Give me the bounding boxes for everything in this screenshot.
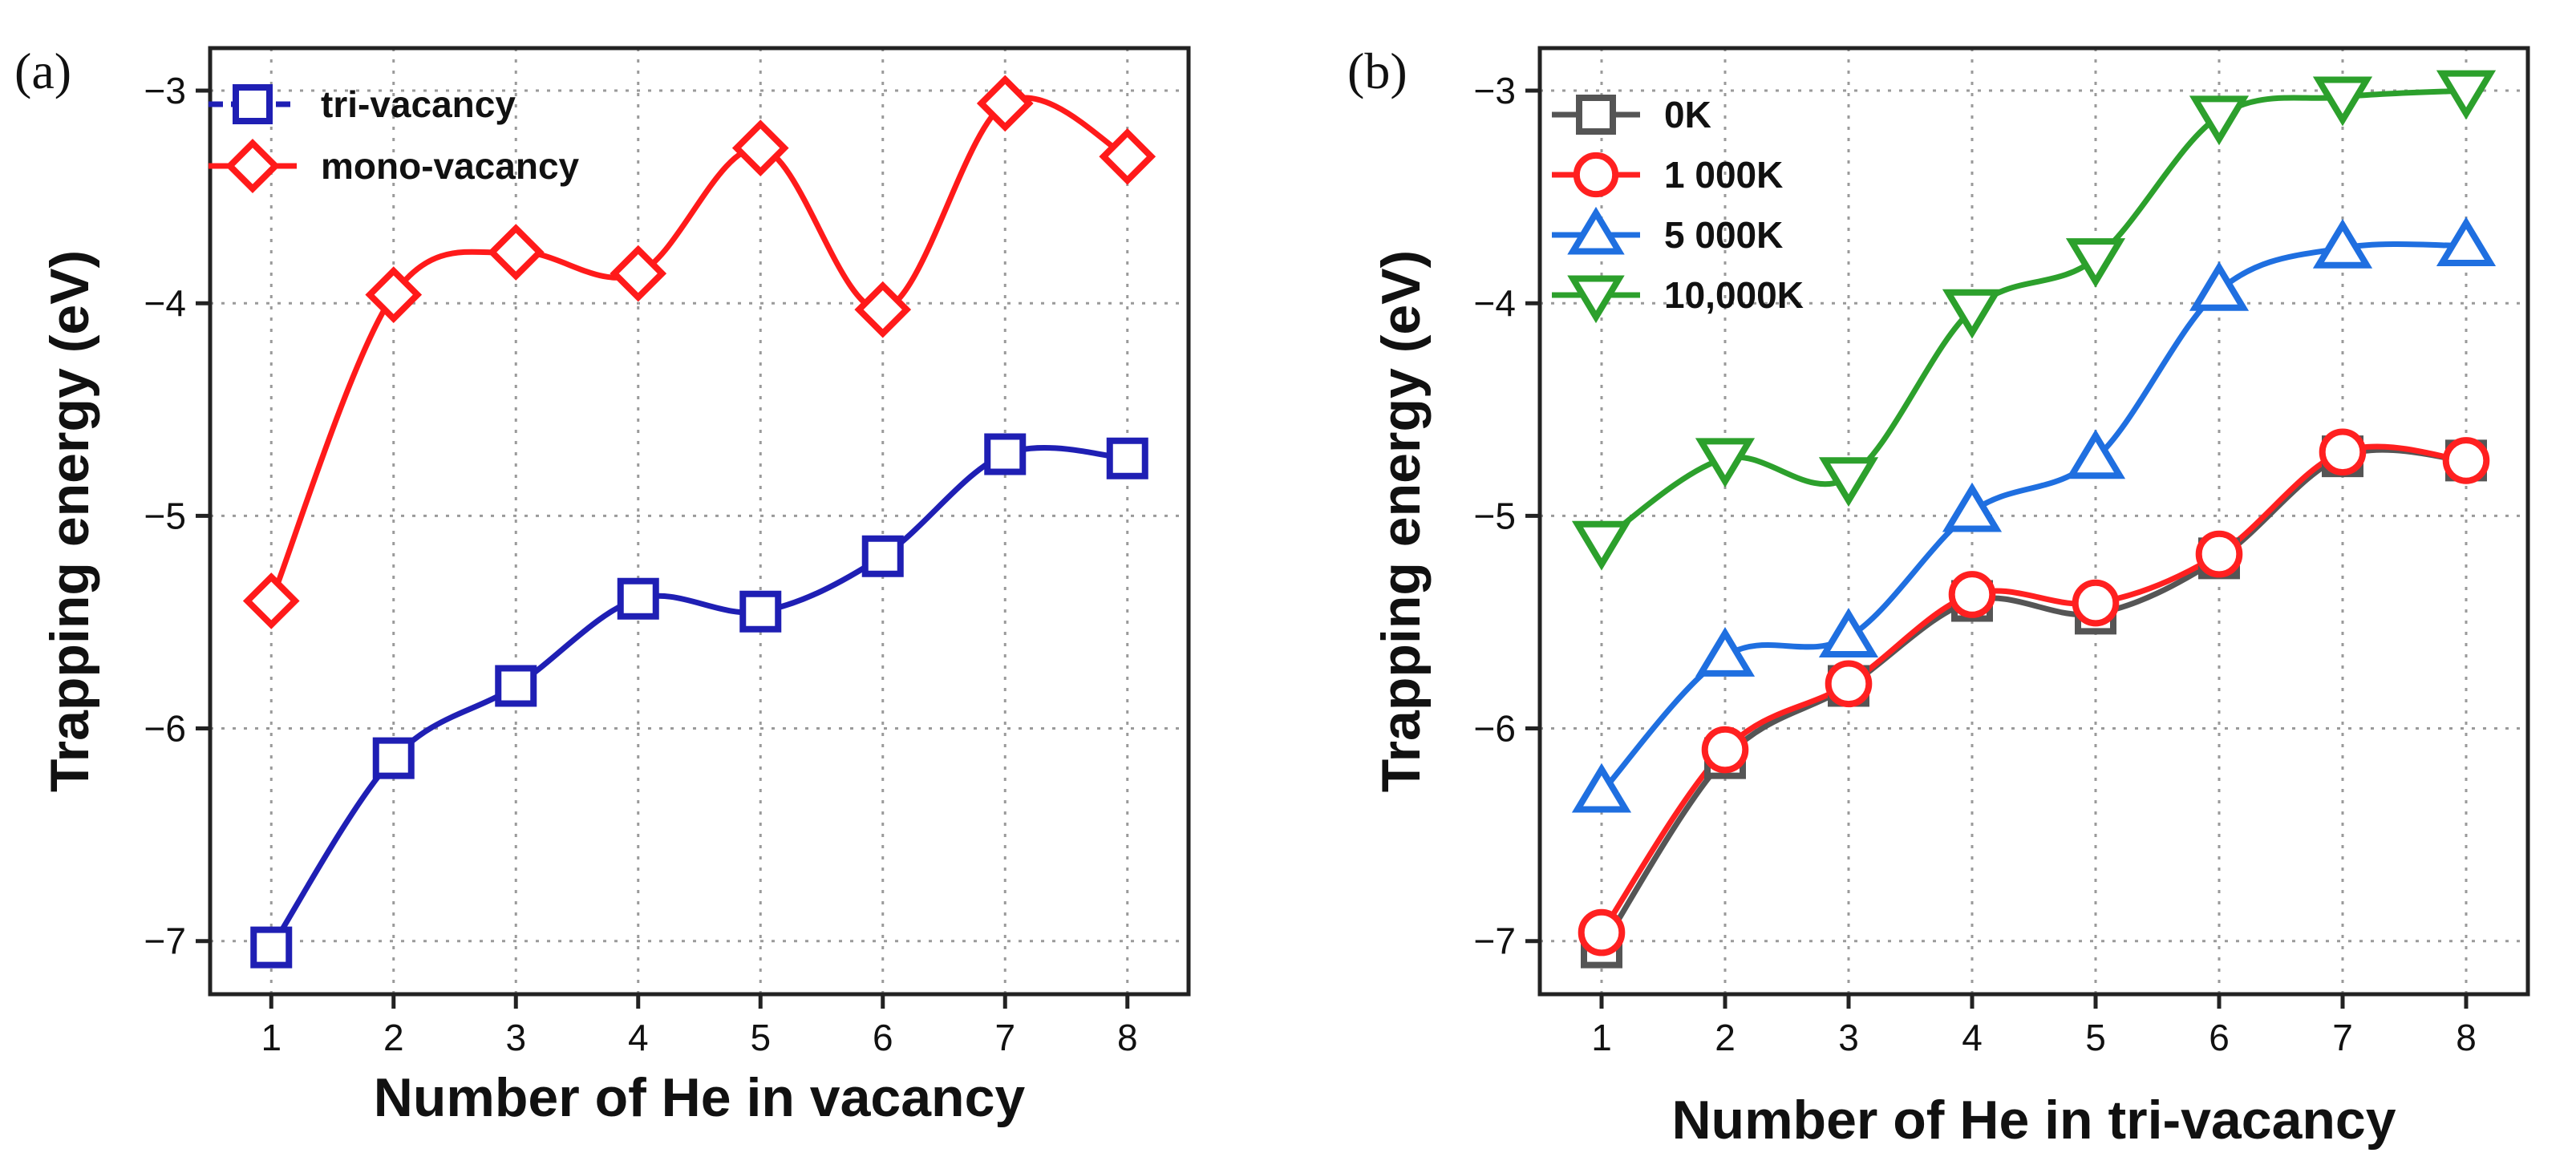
- x-tick-label: 3: [505, 1017, 526, 1058]
- data-point: [1701, 726, 1749, 774]
- data-point: [1578, 908, 1626, 957]
- data-point: [2195, 530, 2243, 578]
- data-point: [372, 737, 415, 779]
- x-tick-label: 6: [873, 1017, 893, 1058]
- data-point: [1695, 438, 1756, 488]
- legend-label: 10,000K: [1664, 274, 1804, 316]
- data-point: [861, 535, 904, 577]
- y-tick-label: −7: [144, 920, 186, 962]
- legend-label: mono-vacancy: [321, 145, 580, 187]
- x-tick-label: 7: [994, 1017, 1015, 1058]
- data-point: [2312, 218, 2373, 269]
- y-axis-title: Trapping energy (eV): [1371, 250, 1432, 792]
- plot-frame: [1537, 46, 2530, 997]
- data-point: [1106, 437, 1148, 479]
- data-point: [1571, 520, 1632, 571]
- series-line-0k: [1599, 447, 2467, 949]
- x-axis-title: Number of He in vacancy: [374, 1067, 1026, 1128]
- data-point: [2442, 437, 2490, 484]
- data-point: [1942, 482, 2003, 532]
- y-tick-label: −4: [1474, 282, 1516, 324]
- legend-marker: [225, 138, 281, 194]
- chart-panel-b: 1 2 3 4 5 6 7 8 −7 −6 −5 −4 −3 Number of He in tri-va…: [1347, 42, 2530, 1151]
- y-tick-label: −4: [144, 282, 186, 324]
- legend-label: 0K: [1664, 94, 1711, 136]
- data-point: [242, 572, 300, 629]
- x-axis-title: Number of He in tri-vacancy: [1671, 1090, 2396, 1151]
- y-tick-label: −6: [144, 708, 186, 750]
- data-point: [2189, 261, 2250, 311]
- legend-marker: [1573, 152, 1619, 198]
- y-tick-label: −5: [1474, 495, 1516, 536]
- data-point: [976, 75, 1034, 132]
- y-tick-label: −6: [1474, 708, 1516, 750]
- data-point: [610, 245, 667, 302]
- data-point: [739, 590, 782, 633]
- legend-marker: [233, 84, 273, 124]
- data-point: [1942, 289, 2003, 339]
- x-tick-label: 4: [628, 1017, 649, 1058]
- data-point: [1818, 457, 1879, 508]
- data-point: [2065, 429, 2126, 479]
- data-point: [1099, 127, 1156, 185]
- x-tick-label: 2: [383, 1017, 404, 1058]
- data-point: [487, 224, 545, 281]
- chart-panel-a: 1 2 3 4 5 6 7 8 −7 −6 −5 −4 −3 Number of He in vacanc…: [14, 42, 1191, 1128]
- data-point: [495, 665, 537, 707]
- data-point: [1571, 762, 1632, 813]
- x-tick-label: 8: [2456, 1017, 2477, 1058]
- series-line-5-000k: [1599, 241, 2467, 795]
- data-point: [2065, 238, 2126, 288]
- y-tick-label: −5: [144, 495, 186, 536]
- panel-label: (b): [1347, 42, 1407, 99]
- legend-marker: [1567, 275, 1625, 324]
- data-point: [365, 266, 423, 323]
- series-line-1-000k: [1599, 443, 2467, 935]
- data-point: [2436, 216, 2497, 267]
- data-point: [984, 433, 1027, 475]
- data-point: [1825, 660, 1873, 708]
- data-point: [1695, 627, 1756, 677]
- x-tick-label: 5: [750, 1017, 771, 1058]
- data-point: [2319, 428, 2367, 476]
- x-tick-label: 6: [2209, 1017, 2230, 1058]
- data-point: [1818, 608, 1879, 657]
- x-tick-label: 2: [1715, 1017, 1736, 1058]
- data-point: [617, 577, 659, 620]
- data-point: [2312, 76, 2373, 127]
- data-point: [2072, 579, 2120, 627]
- y-axis-title: Trapping energy (eV): [39, 250, 100, 792]
- x-tick-label: 7: [2332, 1017, 2353, 1058]
- data-point: [854, 281, 912, 338]
- legend-marker: [1567, 206, 1625, 255]
- legend-label: tri-vacancy: [321, 83, 516, 125]
- y-tick-label: −3: [1474, 70, 1516, 111]
- legend-label: 1 000K: [1664, 154, 1783, 196]
- series-line-tri-vacancy: [269, 445, 1128, 949]
- data-point: [1948, 571, 1996, 618]
- data-point: [250, 926, 293, 969]
- x-tick-label: 5: [2085, 1017, 2106, 1058]
- legend-label: 5 000K: [1664, 214, 1783, 256]
- y-tick-label: −3: [144, 70, 186, 111]
- data-point: [731, 119, 789, 176]
- x-tick-label: 1: [1591, 1017, 1612, 1058]
- plot-frame: [208, 46, 1191, 997]
- y-tick-label: −7: [1474, 920, 1516, 962]
- series-line-10-000k: [1600, 87, 2467, 544]
- x-tick-label: 8: [1117, 1017, 1138, 1058]
- x-tick-label: 1: [261, 1017, 281, 1058]
- legend-marker: [1576, 95, 1616, 135]
- data-point: [2189, 95, 2250, 146]
- x-tick-label: 4: [1962, 1017, 1983, 1058]
- x-tick-label: 3: [1838, 1017, 1859, 1058]
- panel-label: (a): [14, 42, 71, 99]
- data-point: [2436, 70, 2497, 120]
